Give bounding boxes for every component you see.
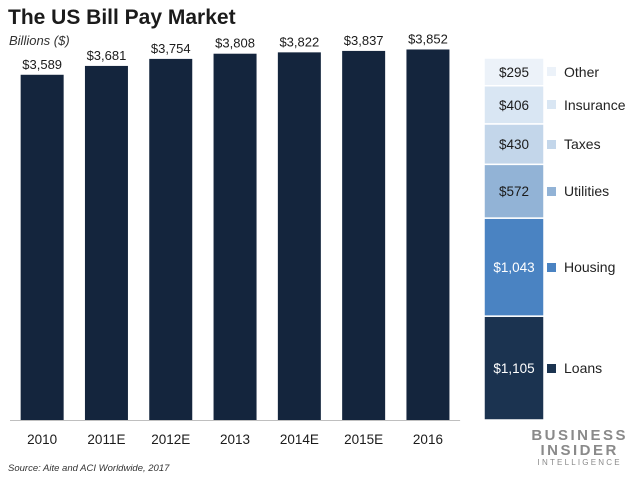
- data-label-2012E: $3,754: [151, 41, 191, 56]
- chart-title: The US Bill Pay Market: [8, 6, 236, 29]
- segment-other: [483, 57, 545, 87]
- legend-item-utilities: Utilities: [547, 181, 609, 201]
- legend-item-loans: Loans: [547, 358, 602, 378]
- data-label-2013: $3,808: [215, 36, 255, 51]
- data-label-2014E: $3,822: [279, 34, 319, 49]
- segment-label-insurance: $406: [499, 98, 529, 113]
- bar-series: $3,589 2010 $3,681 2011E $3,754 2012E $3,808 20…: [10, 31, 461, 447]
- legend-item-housing: Housing: [547, 257, 615, 277]
- legend-swatch-other: [547, 67, 556, 77]
- x-tick-2014E: 2014E: [280, 432, 319, 447]
- bar-2011E: [84, 65, 128, 421]
- segment-label-other: $295: [499, 65, 529, 80]
- legend-label-insurance: Insurance: [564, 96, 626, 113]
- legend-swatch-loans: [547, 363, 556, 373]
- legend-label-loans: Loans: [564, 360, 603, 377]
- x-tick-2015E: 2015E: [344, 432, 383, 447]
- legend-swatch-utilities: [547, 186, 556, 196]
- brand-line3: INTELLIGENCE: [537, 458, 622, 467]
- segment-insurance: [483, 84, 545, 125]
- legend-item-taxes: Taxes: [547, 134, 601, 154]
- legend-swatch-taxes: [547, 139, 556, 149]
- brand-line1: BUSINESS: [531, 427, 628, 444]
- segment-label-taxes: $430: [499, 137, 529, 152]
- legend-item-insurance: Insurance: [547, 95, 625, 115]
- x-tick-2013: 2013: [220, 432, 250, 447]
- segment-loans: [483, 315, 545, 421]
- segment-label-utilities: $572: [499, 184, 529, 199]
- x-tick-2010: 2010: [27, 432, 57, 447]
- brand-line2: INSIDER: [540, 442, 619, 459]
- legend-label-taxes: Taxes: [564, 136, 601, 153]
- bar-2014E: [277, 52, 321, 421]
- bar-2012E: [149, 58, 193, 421]
- data-label-2010: $3,589: [22, 57, 62, 72]
- data-label-2016: $3,852: [408, 31, 448, 46]
- segment-label-loans: $1,105: [493, 361, 534, 376]
- x-tick-2011E: 2011E: [87, 432, 125, 447]
- bar-2016: [406, 49, 450, 421]
- legend-label-utilities: Utilities: [564, 183, 610, 200]
- segment-label-housing: $1,043: [493, 260, 534, 275]
- bar-2010: [20, 74, 64, 420]
- segment-utilities: [483, 163, 545, 219]
- chart-subtitle: Billions ($): [9, 33, 70, 48]
- legend-label-housing: Housing: [564, 259, 616, 276]
- brand-logo: BUSINESS INSIDER INTELLIGENCE: [531, 428, 628, 468]
- stacked-breakdown: $1,105 $1,043 $572 $430 $406 $295: [483, 57, 545, 421]
- legend-swatch-insurance: [547, 100, 556, 110]
- bar-2015E: [342, 50, 386, 420]
- x-tick-2012E: 2012E: [151, 432, 190, 447]
- bar-2013: [213, 53, 257, 420]
- legend-label-other: Other: [564, 63, 600, 80]
- segment-taxes: [483, 123, 545, 166]
- legend-swatch-housing: [547, 262, 556, 272]
- legend-item-other: Other: [547, 62, 599, 82]
- x-tick-2016: 2016: [413, 432, 443, 447]
- source-note: Source: Aite and ACI Worldwide, 2017: [8, 463, 170, 474]
- data-label-2015E: $3,837: [344, 33, 384, 48]
- data-label-2011E: $3,681: [87, 48, 127, 63]
